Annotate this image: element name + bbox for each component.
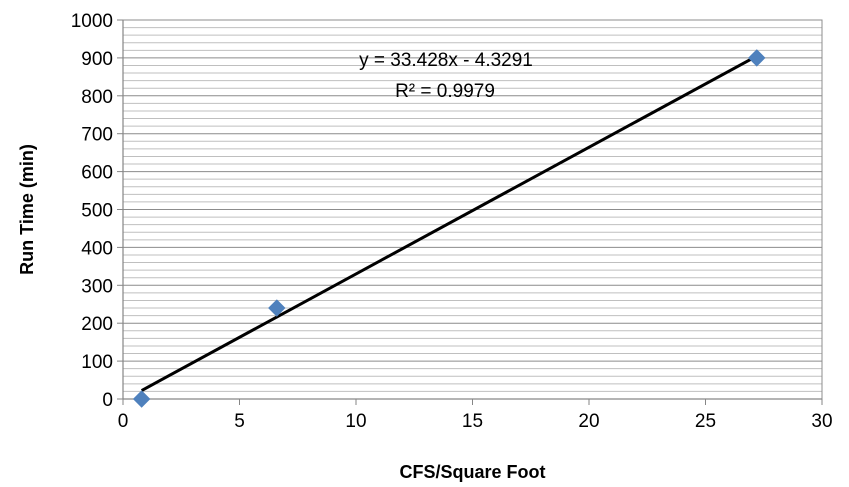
tick-labels: 0 100 200 300 400 500 600 700 800 900 1000 0 5 10 15 20… (71, 11, 833, 432)
y-tick-label: 900 (81, 49, 113, 70)
y-tick-label: 500 (81, 201, 113, 222)
y-tick-label: 400 (81, 238, 113, 259)
y-tick-label: 0 (102, 390, 113, 411)
y-tick-label: 100 (81, 352, 113, 373)
linear-trendline (140, 54, 758, 392)
axes (117, 19, 823, 405)
data-points (132, 49, 766, 408)
y-axis-title: Run Time (min) (17, 144, 37, 275)
y-tick-label: 300 (81, 276, 113, 297)
r-squared-label: R² = 0.9979 (395, 81, 495, 102)
x-axis-title: CFS/Square Foot (399, 462, 545, 482)
trendline-group (140, 54, 758, 392)
data-point-marker (132, 390, 151, 408)
y-tick-label: 800 (81, 87, 113, 108)
y-tick-label: 700 (81, 125, 113, 146)
x-tick-label: 25 (695, 411, 716, 432)
x-tick-label: 0 (118, 411, 129, 432)
y-tick-label: 200 (81, 314, 113, 335)
y-tick-label: 1000 (71, 11, 113, 32)
x-tick-label: 10 (345, 411, 366, 432)
data-point-marker (268, 299, 286, 317)
x-tick-label: 15 (462, 411, 483, 432)
grid-lines (123, 19, 822, 400)
x-tick-label: 5 (234, 411, 245, 432)
x-tick-label: 20 (578, 411, 599, 432)
trendline-equation: y = 33.428x - 4.3291 (359, 50, 533, 71)
y-tick-label: 600 (81, 163, 113, 184)
data-point-marker (748, 49, 766, 67)
x-tick-label: 30 (811, 411, 832, 432)
